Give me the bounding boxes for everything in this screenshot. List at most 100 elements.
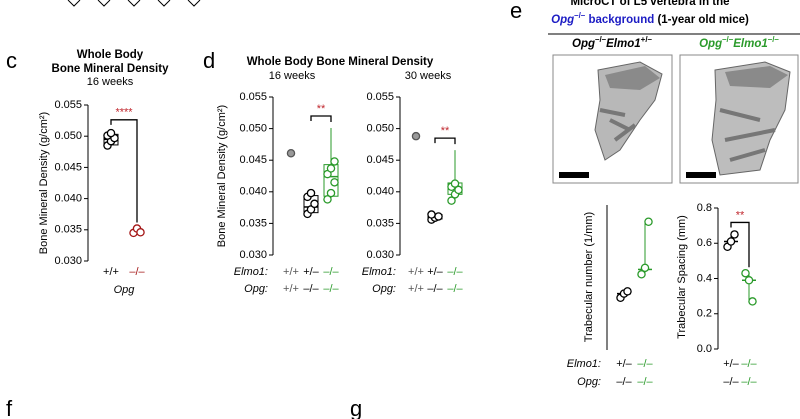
significance-label: ** — [441, 125, 450, 137]
text-part: Opg — [551, 14, 574, 26]
data-point — [640, 263, 650, 273]
chart-subtitle: 16 weeks — [269, 70, 316, 82]
data-point — [447, 196, 456, 205]
text-part: –/– — [574, 11, 586, 20]
microct-title: MicroCT of L5 vertebra in the — [570, 0, 729, 8]
significance-label: ** — [317, 103, 326, 115]
x-tick-label: –/– — [447, 266, 463, 278]
y-axis-label: Trabecular Spacing (mm) — [676, 215, 688, 339]
data-point — [730, 230, 739, 239]
data-point — [623, 287, 632, 296]
data-point — [330, 157, 339, 166]
x-tick-label: +/– — [723, 358, 739, 370]
text-part: MicroCT of L5 vertebra in the — [570, 0, 729, 8]
text-part: –/– — [595, 35, 607, 44]
y-tick-label: 0.035 — [239, 217, 267, 229]
significance-bracket — [110, 119, 138, 223]
chart-subtitle: 30 weeks — [405, 70, 452, 82]
y-tick-label: 0.045 — [239, 154, 267, 166]
x-tick-label: +/+ — [103, 266, 119, 278]
microct-title: Opg–/– background (1-year old mice) — [551, 11, 749, 26]
y-axis-label: Bone Mineral Density (g/cm²) — [38, 112, 50, 254]
data-point — [454, 185, 463, 195]
row-label: Opg: — [372, 283, 396, 295]
y-tick-label: 0.040 — [54, 193, 82, 205]
x-tick-label: –/– — [303, 283, 319, 295]
microct-image — [552, 54, 673, 184]
text-part: +/– — [641, 35, 653, 44]
x-tick-label: –/– — [447, 283, 463, 295]
data-point — [434, 212, 443, 221]
y-tick-label: 0.045 — [366, 154, 394, 166]
y-tick-label: 0.030 — [366, 249, 394, 261]
significance-bracket — [730, 221, 750, 268]
y-axis-label: Bone Mineral Density (g/cm²) — [216, 105, 228, 247]
chart-title: Whole Body Bone Mineral Density — [247, 56, 434, 68]
x-tick-label: –/– — [741, 376, 757, 388]
data-point — [644, 217, 653, 227]
data-point — [326, 164, 336, 173]
data-point — [330, 178, 339, 187]
y-tick-label: 0.055 — [366, 91, 394, 103]
x-tick-label: +/+ — [408, 283, 424, 295]
data-point — [741, 268, 750, 278]
x-tick-label: +/– — [616, 358, 632, 370]
y-tick-label: 0.6 — [697, 237, 712, 249]
significance-label: **** — [115, 107, 133, 119]
x-tick-label: +/+ — [408, 266, 424, 278]
data-point — [748, 297, 757, 306]
x-tick-label: –/– — [741, 358, 757, 370]
y-axis-label: Trabecular number (1/mm) — [583, 212, 595, 342]
y-tick-label: 0.0 — [697, 343, 712, 355]
y-tick-label: 0.8 — [697, 202, 712, 214]
significance-label: ** — [736, 209, 745, 221]
row-label: Elmo1: — [234, 266, 268, 278]
x-tick-label: –/– — [723, 376, 739, 388]
y-tick-label: 0.045 — [54, 161, 82, 173]
microct-image — [679, 54, 799, 184]
text-part: background — [585, 14, 654, 26]
y-tick-label: 0.4 — [697, 272, 712, 284]
x-tick-label: –/– — [637, 376, 653, 388]
x-tick-label: +/– — [427, 266, 443, 278]
text-part: Elmo1 — [606, 38, 641, 50]
data-point — [637, 270, 646, 279]
data-point — [136, 228, 145, 237]
x-tick-label: –/– — [616, 376, 632, 388]
significance-bracket — [310, 115, 332, 122]
y-tick-label: 0.050 — [366, 123, 394, 135]
chart-title: Bone Mineral Density — [52, 63, 170, 75]
panel-label: g — [350, 396, 362, 419]
y-tick-label: 0.055 — [239, 91, 267, 103]
data-point — [323, 195, 332, 204]
text-part: Opg — [572, 38, 595, 50]
data-point — [306, 188, 316, 198]
y-tick-label: 0.035 — [366, 217, 394, 229]
y-tick-label: 0.050 — [54, 130, 82, 142]
data-point — [411, 131, 421, 141]
image-label: Opg–/–Elmo1+/– — [572, 35, 653, 50]
chart-title: Whole Body — [77, 49, 144, 61]
text-part: Opg — [699, 38, 722, 50]
x-tick-label: –/– — [637, 358, 653, 370]
chart-subtitle: 16 weeks — [87, 76, 134, 88]
text-part: –/– — [768, 35, 780, 44]
y-tick-label: 0.055 — [54, 99, 82, 111]
data-point — [310, 199, 319, 209]
text-part: Elmo1 — [733, 38, 768, 50]
text-part: –/– — [722, 35, 734, 44]
x-axis-label: Opg — [114, 284, 136, 296]
y-tick-label: 0.050 — [239, 123, 267, 135]
data-point — [286, 148, 296, 158]
y-tick-label: 0.040 — [366, 186, 394, 198]
x-tick-label: –/– — [323, 283, 339, 295]
x-tick-label: –/– — [323, 266, 339, 278]
row-label: Elmo1: — [362, 266, 396, 278]
row-label: Opg: — [577, 376, 601, 388]
image-label: Opg–/–Elmo1–/– — [699, 35, 779, 50]
text-part: (1-year old mice) — [654, 14, 749, 26]
panel-label: c — [6, 48, 17, 73]
data-point — [427, 210, 436, 219]
row-label: Elmo1: — [567, 358, 601, 370]
